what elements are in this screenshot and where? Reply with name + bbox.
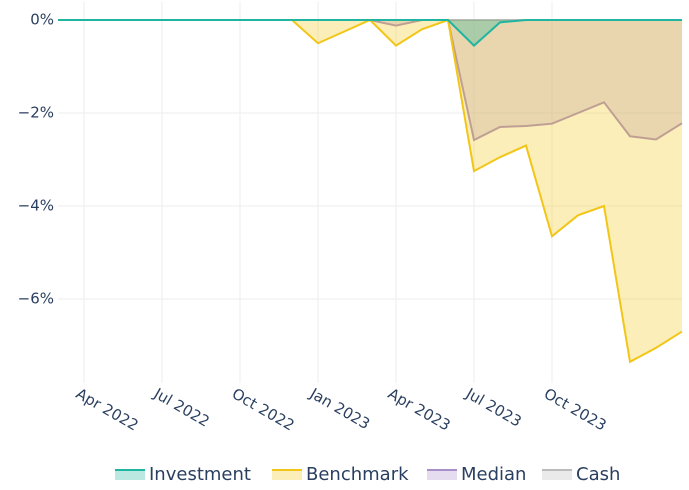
x-tick-label: Jul 2023 xyxy=(462,384,525,431)
legend-label: Median xyxy=(461,464,526,485)
x-tick-label: Apr 2022 xyxy=(73,384,142,434)
legend-label: Investment xyxy=(149,464,251,485)
legend-label: Cash xyxy=(576,464,620,485)
x-tick-label: Jan 2023 xyxy=(306,384,373,433)
y-tick-label: −2% xyxy=(18,104,54,122)
legend-swatch xyxy=(115,470,145,480)
area xyxy=(58,20,682,140)
x-tick-label: Jul 2022 xyxy=(150,384,213,431)
area xyxy=(58,20,682,362)
legend-label: Benchmark xyxy=(306,464,409,485)
line xyxy=(58,19,682,47)
legend-swatch xyxy=(272,470,302,480)
y-tick-label: −6% xyxy=(18,290,54,308)
x-tick-label: Apr 2023 xyxy=(385,384,454,434)
x-tick-label: Oct 2022 xyxy=(229,384,298,434)
y-tick-label: −4% xyxy=(18,197,54,215)
legend-swatch xyxy=(427,470,457,480)
legend-swatch xyxy=(542,470,572,480)
x-tick-label: Oct 2023 xyxy=(541,384,610,434)
y-tick-label: 0% xyxy=(30,11,54,29)
